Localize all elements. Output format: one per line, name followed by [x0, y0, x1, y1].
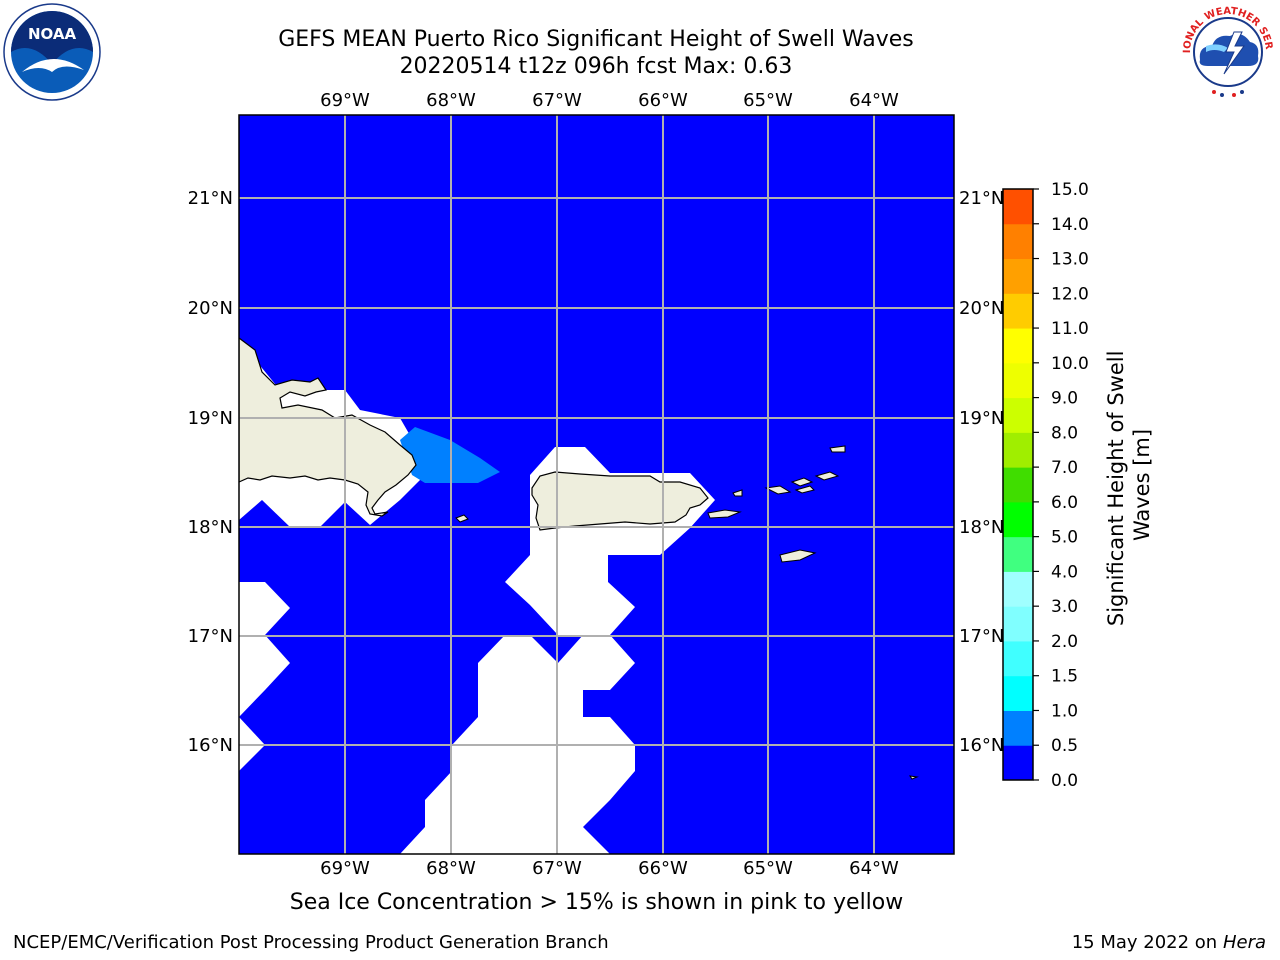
colorbar-segment	[1003, 362, 1033, 399]
land-small-islands	[455, 445, 919, 780]
lat-label: 19°N	[188, 408, 233, 429]
lon-labels-top: 69°W 68°W 67°W 66°W 65°W 64°W	[320, 90, 899, 111]
colorbar-tick-label: 0.0	[1051, 771, 1078, 791]
lat-label: 16°N	[959, 735, 1004, 756]
colorbar-tick-label: 2.0	[1051, 632, 1078, 652]
graticule	[239, 115, 954, 854]
lon-label: 68°W	[426, 90, 476, 111]
lon-label: 69°W	[320, 90, 370, 111]
map-panel	[239, 115, 954, 854]
colorbar-segment	[1003, 328, 1033, 364]
lat-label: 21°N	[959, 188, 1004, 209]
colorbar-segment	[1003, 189, 1033, 225]
credit-host: Hera	[1222, 932, 1266, 953]
lon-label: 66°W	[638, 858, 688, 879]
lon-label: 69°W	[320, 858, 370, 879]
colorbar-tick-label: 1.0	[1051, 701, 1078, 721]
colorbar-tick-label: 13.0	[1051, 250, 1089, 270]
colorbar-segment	[1003, 258, 1033, 294]
colorbar-label-line1: Significant Height of Swell	[1104, 351, 1128, 627]
lon-label: 65°W	[743, 90, 793, 111]
lat-label: 20°N	[188, 298, 233, 319]
lon-label: 64°W	[849, 858, 899, 879]
colorbar-label-line2: Waves [m]	[1130, 429, 1154, 541]
colorbar-tick-label: 15.0	[1051, 180, 1089, 200]
colorbar-segment	[1003, 640, 1033, 677]
lon-label: 64°W	[849, 90, 899, 111]
colorbar-segment	[1003, 606, 1033, 642]
colorbar-tick-label: 5.0	[1051, 528, 1078, 548]
colorbar-tick-label: 8.0	[1051, 423, 1078, 443]
lat-label: 17°N	[959, 626, 1004, 647]
colorbar-tick-label: 0.5	[1051, 736, 1078, 756]
lat-label: 16°N	[188, 735, 233, 756]
nws-logo: NATIONAL WEATHER SERVICE	[1178, 2, 1276, 100]
colorbar-tick-label: 3.0	[1051, 597, 1078, 617]
colorbar-segment	[1003, 501, 1033, 538]
noaa-logo-text: NOAA	[28, 25, 77, 43]
chart-title: GEFS MEAN Puerto Rico Significant Height…	[278, 27, 914, 52]
colorbar-tick-label: 4.0	[1051, 562, 1078, 582]
colorbar-segment	[1003, 293, 1033, 329]
colorbar-tick-label: 14.0	[1051, 215, 1089, 235]
colorbar-segment	[1003, 745, 1033, 781]
lon-labels-bottom: 69°W 68°W 67°W 66°W 65°W 64°W	[320, 858, 899, 879]
lat-label: 18°N	[959, 517, 1004, 538]
colorbar: 0.0 0.5 1.0 1.5 2.0 3.0 4.0 5.0 6.0 7.0 8.0 9.0 10.0…	[1002, 180, 1089, 791]
lon-label: 66°W	[638, 90, 688, 111]
lon-label: 67°W	[532, 858, 582, 879]
credit-date-text: 15 May 2022 on	[1071, 932, 1218, 953]
credit-branch: NCEP/EMC/Verification Post Processing Pr…	[13, 932, 609, 953]
lon-label: 65°W	[743, 858, 793, 879]
colorbar-tick-label: 12.0	[1051, 284, 1089, 304]
colorbar-segment	[1003, 536, 1033, 572]
credit-date: 15 May 2022 on Hera	[1072, 932, 1266, 953]
chart-subtitle: 20220514 t12z 096h fcst Max: 0.63	[399, 54, 793, 79]
colorbar-tick-label: 6.0	[1051, 493, 1078, 513]
colorbar-segment	[1003, 571, 1033, 607]
map-frame	[238, 114, 955, 855]
colorbar-segment	[1003, 467, 1033, 503]
colorbar-segment	[1003, 675, 1033, 711]
colorbar-tick-label: 1.5	[1051, 667, 1078, 687]
lon-label: 68°W	[426, 858, 476, 879]
colorbar-frame	[1002, 188, 1034, 781]
colorbar-tick-label: 9.0	[1051, 389, 1078, 409]
lon-label: 67°W	[532, 90, 582, 111]
lat-labels-left: 21°N 20°N 19°N 18°N 17°N 16°N	[188, 188, 233, 756]
colorbar-segment	[1003, 710, 1033, 746]
colorbar-tick-label: 11.0	[1051, 319, 1089, 339]
lat-labels-right: 21°N 20°N 19°N 18°N 17°N 16°N	[959, 188, 1004, 756]
lat-label: 21°N	[188, 188, 233, 209]
colorbar-segment	[1003, 432, 1033, 468]
lat-label: 18°N	[188, 517, 233, 538]
colorbar-label: Significant Height of Swell Waves [m]	[1104, 344, 1154, 626]
lat-label: 20°N	[959, 298, 1004, 319]
noaa-logo: NOAA	[3, 3, 101, 101]
colorbar-tick-label: 7.0	[1051, 458, 1078, 478]
lat-label: 17°N	[188, 626, 233, 647]
colorbar-tick-label: 10.0	[1051, 354, 1089, 374]
sea-ice-note: Sea Ice Concentration > 15% is shown in …	[289, 890, 904, 915]
colorbar-segment	[1003, 223, 1033, 260]
land-hispaniola	[239, 337, 417, 517]
lat-label: 19°N	[959, 408, 1004, 429]
colorbar-segment	[1003, 397, 1033, 433]
